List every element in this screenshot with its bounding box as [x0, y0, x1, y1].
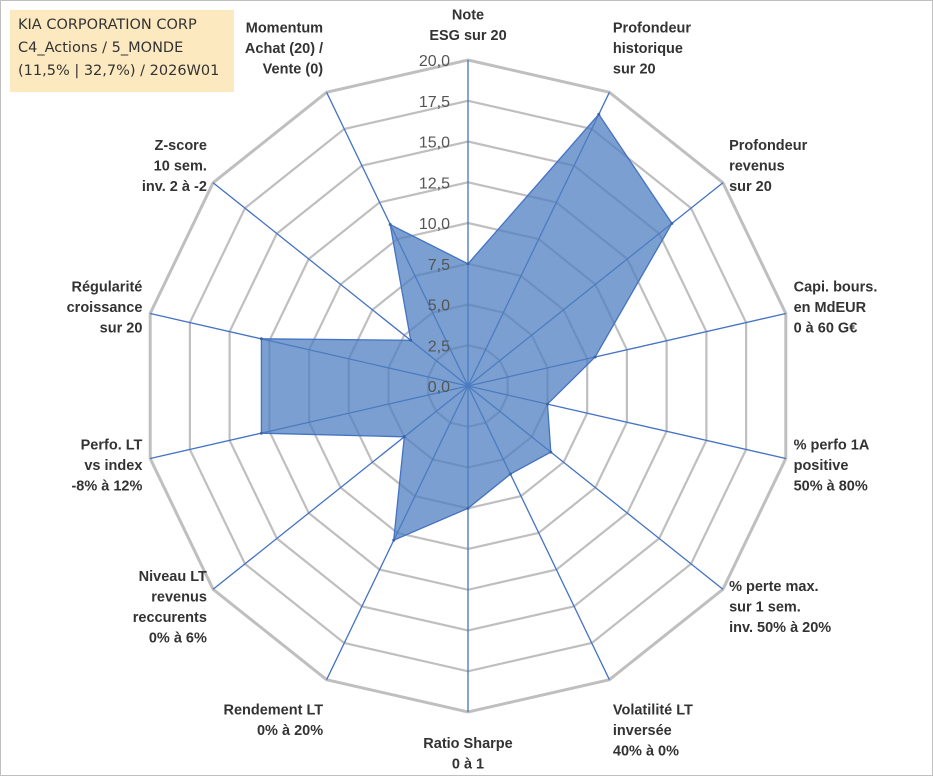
axis-label-line: sur 20	[613, 62, 656, 78]
axis-label-line: Perfo. LT	[81, 437, 143, 453]
axis-label-line: 40% à 0%	[613, 744, 679, 760]
axis-label: % perte max. sur 1 sem. inv. 50% à 20%	[729, 579, 831, 636]
axis-label-line: Profondeur	[613, 21, 691, 37]
series-point	[593, 355, 597, 359]
radial-tick-label: 7,5	[428, 257, 450, 274]
axis-label: Perfo. LT vs index -8% à 12%	[71, 437, 142, 494]
axis-label-line: Note	[452, 8, 484, 24]
axis-label-line: sur 20	[729, 179, 772, 195]
axis-label-line: Z-score	[155, 138, 207, 154]
axis-label-line: sur 20	[100, 321, 143, 337]
axis-label-line: Momentum	[246, 21, 323, 37]
radial-tick-label: 12,5	[419, 175, 450, 192]
axis-label: Ratio Sharpe 0 à 1	[423, 736, 512, 773]
axis-label-line: Capi. bours.	[794, 280, 878, 296]
radial-tick-label: 17,5	[419, 94, 450, 111]
series-point	[392, 538, 396, 542]
axis-label-line: historique	[613, 41, 683, 57]
radial-tick-label: 5,0	[428, 298, 450, 315]
axis-label-line: croissance	[67, 300, 143, 316]
axis-label-line: revenus	[151, 590, 207, 606]
axis-label: Profondeur historique sur 20	[613, 21, 691, 78]
performance-stats: (11,5% | 32,7%) / 2026W01	[18, 63, 220, 79]
axis-label-line: 0 à 1	[452, 757, 484, 773]
series-point	[402, 435, 406, 439]
axis-label: Profondeur revenus sur 20	[729, 138, 807, 195]
axis-label-line: Ratio Sharpe	[423, 736, 512, 752]
axis-label-line: Profondeur	[729, 138, 807, 154]
axis-label-line: revenus	[729, 158, 785, 174]
series-point	[409, 338, 413, 342]
series-point	[549, 450, 553, 454]
axis-label-line: 50% à 80%	[794, 478, 868, 494]
series-area	[260, 113, 673, 542]
series-point	[670, 221, 674, 225]
series-point	[508, 472, 512, 476]
axis-label-line: ESG sur 20	[429, 28, 506, 44]
axis-label-line: inv. 50% à 20%	[729, 620, 831, 636]
series-point	[597, 112, 601, 116]
axis-label-line: Achat (20) /	[245, 41, 323, 57]
axis-label-line: positive	[794, 458, 849, 474]
axis-label: Volatilité LT inversée 40% à 0%	[613, 703, 693, 760]
axis-label-line: sur 1 sem.	[729, 600, 801, 616]
radial-tick-label: 20,0	[419, 53, 450, 70]
series-point	[259, 337, 263, 341]
axis-label-line: -8% à 12%	[71, 478, 142, 494]
radial-tick-labels: 0,0 2,5 5,0 7,5 10,0 12,5 15,0 17,5 20,0	[419, 53, 450, 396]
axis-label-line: reccurents	[133, 610, 207, 626]
axis-label: Z-score 10 sem. inv. 2 à -2	[142, 138, 207, 195]
chart-title-box: KIA CORPORATION CORP C4_Actions / 5_MOND…	[10, 10, 234, 92]
axis-label-line: Rendement LT	[223, 703, 323, 719]
axis-label-line: % perfo 1A	[794, 437, 870, 453]
radial-tick-label: 0,0	[428, 379, 450, 396]
radial-tick-label: 15,0	[419, 135, 450, 152]
axis-label: % perfo 1A positive 50% à 80%	[794, 437, 870, 494]
axis-label-line: 10 sem.	[154, 158, 207, 174]
axis-label: Note ESG sur 20	[429, 8, 506, 45]
radar-series	[259, 112, 674, 542]
series-point	[259, 431, 263, 435]
axis-label-line: 0% à 20%	[257, 723, 323, 739]
axis-label-line: Régularité	[71, 280, 142, 296]
axis-label: Niveau LT revenus reccurents 0% à 6%	[133, 569, 207, 647]
axis-label-line: vs index	[84, 458, 142, 474]
axis-label-line: en MdEUR	[794, 300, 867, 316]
axis-label-line: inversée	[613, 723, 672, 739]
axis-label-line: Vente (0)	[263, 62, 324, 78]
axis-label-line: % perte max.	[729, 579, 818, 595]
radial-tick-label: 2,5	[428, 338, 450, 355]
axis-label: Capi. bours. en MdEUR 0 à 60 G€	[794, 280, 878, 337]
series-point	[388, 223, 392, 226]
axis-label-line: 0% à 6%	[149, 631, 207, 647]
axis-label-line: Volatilité LT	[613, 703, 693, 719]
axis-label: Régularité croissance sur 20	[67, 280, 143, 337]
series-point	[466, 262, 470, 266]
company-name: KIA CORPORATION CORP	[18, 17, 197, 33]
radial-tick-label: 10,0	[419, 216, 450, 233]
series-point	[546, 402, 549, 406]
axis-label-line: 0 à 60 G€	[794, 321, 858, 337]
category-path: C4_Actions / 5_MONDE	[18, 40, 184, 56]
series-point	[466, 506, 470, 510]
axis-label-line: inv. 2 à -2	[142, 179, 207, 195]
axis-labels: Note ESG sur 20 Profondeur historique sur 20…	[67, 8, 878, 773]
axis-label: Momentum Achat (20) / Vente (0)	[245, 21, 323, 78]
axis-label: Rendement LT 0% à 20%	[223, 703, 323, 740]
axis-label-line: Niveau LT	[139, 569, 207, 585]
